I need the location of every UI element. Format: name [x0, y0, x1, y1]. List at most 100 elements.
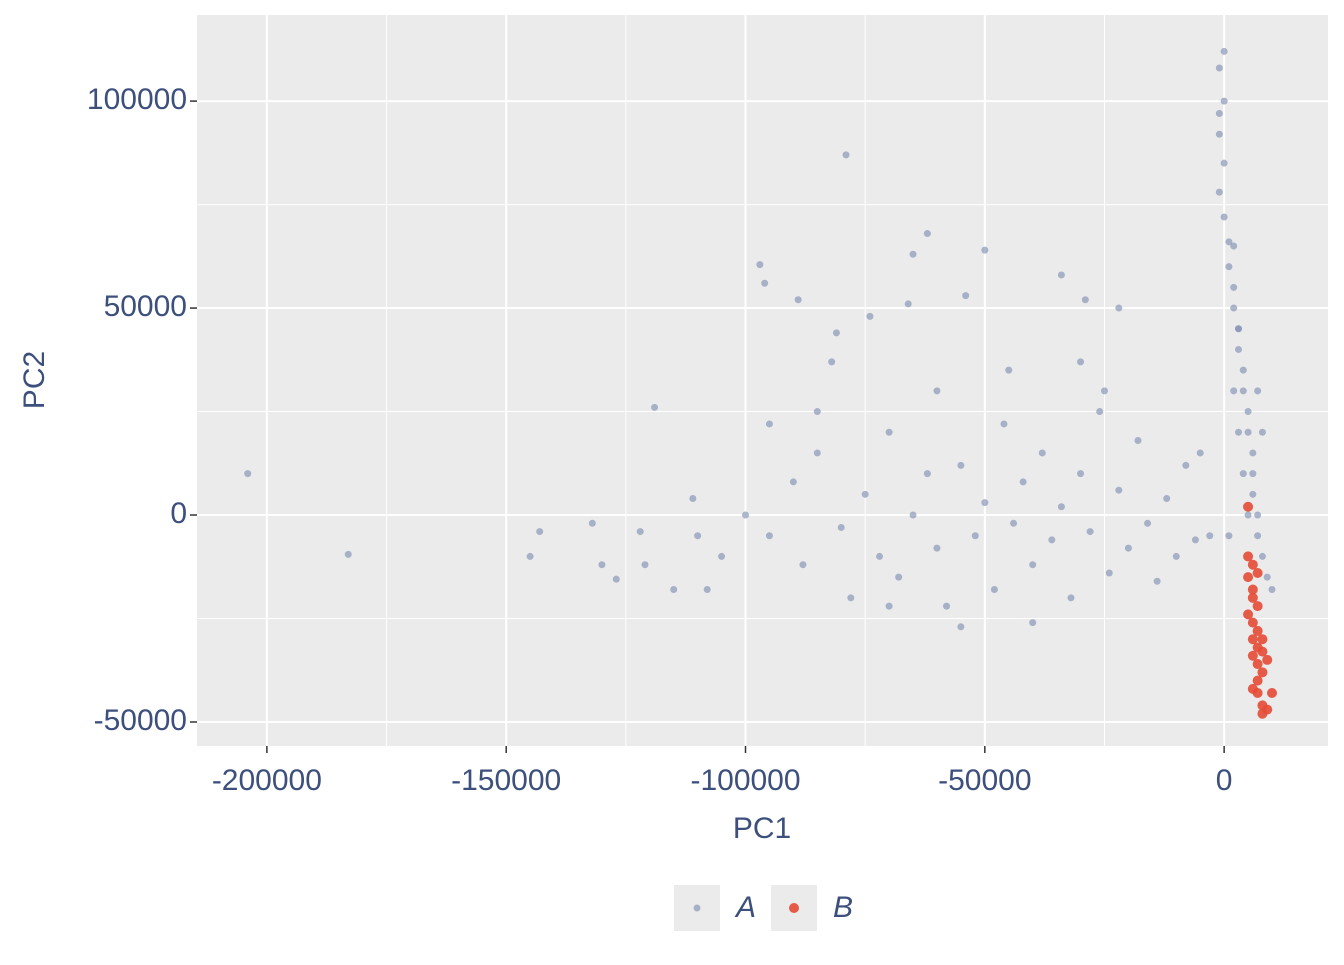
point	[1134, 437, 1142, 445]
point	[1048, 536, 1056, 544]
point	[1258, 428, 1266, 436]
point	[765, 420, 773, 428]
point	[1230, 242, 1238, 250]
point	[1243, 609, 1254, 620]
point	[1215, 130, 1223, 138]
point	[813, 449, 821, 457]
point	[1247, 650, 1258, 661]
point	[1234, 428, 1242, 436]
point	[1244, 408, 1252, 416]
point	[909, 250, 917, 258]
point	[1243, 501, 1254, 512]
point	[1225, 532, 1233, 540]
point	[1243, 572, 1254, 583]
point	[1105, 569, 1113, 577]
point	[344, 550, 352, 558]
point	[1220, 213, 1228, 221]
point	[1077, 358, 1085, 366]
point	[1262, 654, 1273, 665]
point	[1172, 552, 1180, 560]
point	[1257, 646, 1268, 657]
point	[895, 573, 903, 581]
point	[612, 575, 620, 583]
point	[1220, 47, 1228, 55]
point	[933, 544, 941, 552]
point	[847, 594, 855, 602]
point	[1000, 420, 1008, 428]
point	[1258, 552, 1266, 560]
point	[536, 528, 544, 536]
point	[742, 511, 750, 519]
point	[813, 408, 821, 416]
x-tick-label: 0	[1216, 764, 1233, 797]
point	[1220, 97, 1228, 105]
point	[703, 586, 711, 594]
point	[943, 602, 951, 610]
point	[1225, 263, 1233, 271]
point	[1077, 470, 1085, 478]
point	[837, 523, 845, 531]
point	[1252, 688, 1263, 699]
point	[1252, 601, 1263, 612]
point	[876, 552, 884, 560]
point	[689, 494, 697, 502]
point	[1247, 559, 1258, 570]
point	[1220, 159, 1228, 167]
point	[718, 552, 726, 560]
point	[981, 246, 989, 254]
point	[761, 279, 769, 287]
point	[1067, 594, 1075, 602]
point	[1215, 188, 1223, 196]
x-tick-label: -200000	[212, 764, 322, 797]
point	[1252, 659, 1263, 670]
point	[1254, 532, 1262, 540]
point	[1268, 586, 1276, 594]
point	[1038, 449, 1046, 457]
point	[909, 511, 917, 519]
point	[1029, 619, 1037, 627]
point	[1249, 470, 1257, 478]
point	[1263, 573, 1271, 581]
point	[933, 387, 941, 395]
point	[1252, 567, 1263, 578]
point	[962, 292, 970, 300]
point	[1239, 470, 1247, 478]
point	[1239, 366, 1247, 374]
point	[1144, 519, 1152, 527]
point	[1262, 704, 1273, 715]
point	[765, 532, 773, 540]
point	[1010, 519, 1018, 527]
point	[957, 461, 965, 469]
point	[1115, 304, 1123, 312]
point	[1252, 625, 1263, 636]
legend-marker	[693, 904, 701, 912]
point	[1267, 688, 1278, 699]
point	[1057, 503, 1065, 511]
point	[1115, 486, 1123, 494]
point	[598, 561, 606, 569]
point	[244, 470, 252, 478]
point	[636, 528, 644, 536]
x-tick-label: -50000	[938, 764, 1031, 797]
point	[1019, 478, 1027, 486]
point	[1234, 345, 1242, 353]
point	[1247, 617, 1258, 628]
point	[828, 358, 836, 366]
y-tick-label: 100000	[87, 83, 187, 116]
legend-marker	[789, 903, 799, 913]
point	[641, 561, 649, 569]
point	[923, 230, 931, 238]
point	[1249, 449, 1257, 457]
point	[1182, 461, 1190, 469]
point	[1163, 494, 1171, 502]
point	[694, 532, 702, 540]
point	[1252, 675, 1263, 686]
point	[1215, 64, 1223, 72]
point	[866, 312, 874, 320]
point	[1100, 387, 1108, 395]
point	[1029, 561, 1037, 569]
x-tick-label: -150000	[451, 764, 561, 797]
point	[1225, 238, 1233, 246]
y-tick-label: 0	[170, 497, 187, 530]
